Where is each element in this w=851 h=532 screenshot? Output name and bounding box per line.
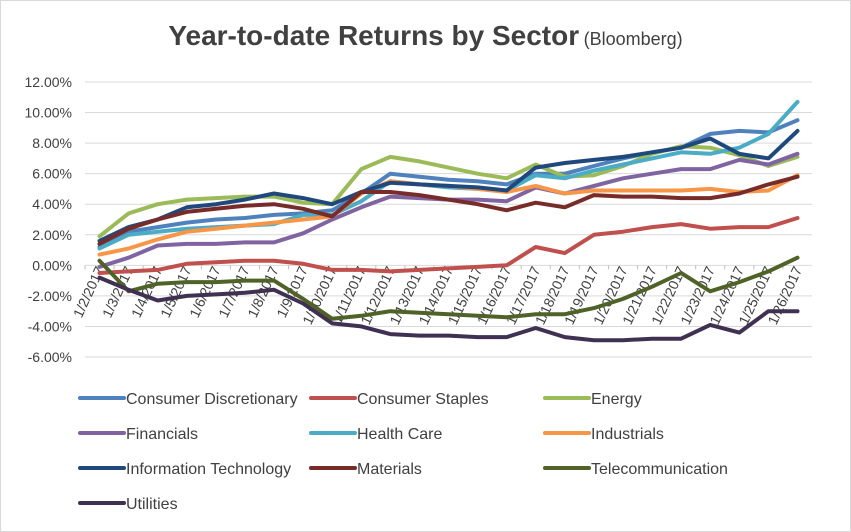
legend-label: Materials — [357, 461, 422, 478]
y-tick-label: 6.00% — [32, 166, 72, 182]
legend-label: Consumer Staples — [357, 391, 489, 408]
series-line — [97, 216, 800, 275]
legend-label: Information Technology — [126, 461, 291, 478]
y-tick-label: 2.00% — [32, 227, 72, 243]
legend-label: Telecommunication — [591, 461, 728, 478]
y-tick-label: 0.00% — [32, 257, 72, 273]
y-tick-label: -2.00% — [28, 288, 72, 304]
chart-title: Year-to-date Returns by Sector (Bloomber… — [0, 20, 851, 52]
legend-label: Health Care — [357, 426, 442, 443]
series-line — [97, 275, 800, 343]
legend-label: Industrials — [591, 426, 664, 443]
y-tick-label: 12.00% — [25, 74, 72, 90]
legend-label: Energy — [591, 391, 642, 408]
y-tick-label: -4.00% — [28, 318, 72, 334]
legend-label: Utilities — [126, 496, 178, 513]
y-tick-label: 4.00% — [32, 196, 72, 212]
chart-title-main: Year-to-date Returns by Sector — [168, 20, 580, 51]
legend-label: Financials — [126, 426, 198, 443]
series-line — [97, 255, 800, 321]
y-tick-label: 10.00% — [25, 105, 72, 121]
y-tick-label: -6.00% — [28, 349, 72, 365]
legend-label: Consumer Discretionary — [126, 391, 298, 408]
series-line — [97, 174, 800, 246]
chart-subtitle: (Bloomberg) — [583, 29, 683, 49]
y-tick-label: 8.00% — [32, 135, 72, 151]
series-line — [97, 128, 800, 243]
